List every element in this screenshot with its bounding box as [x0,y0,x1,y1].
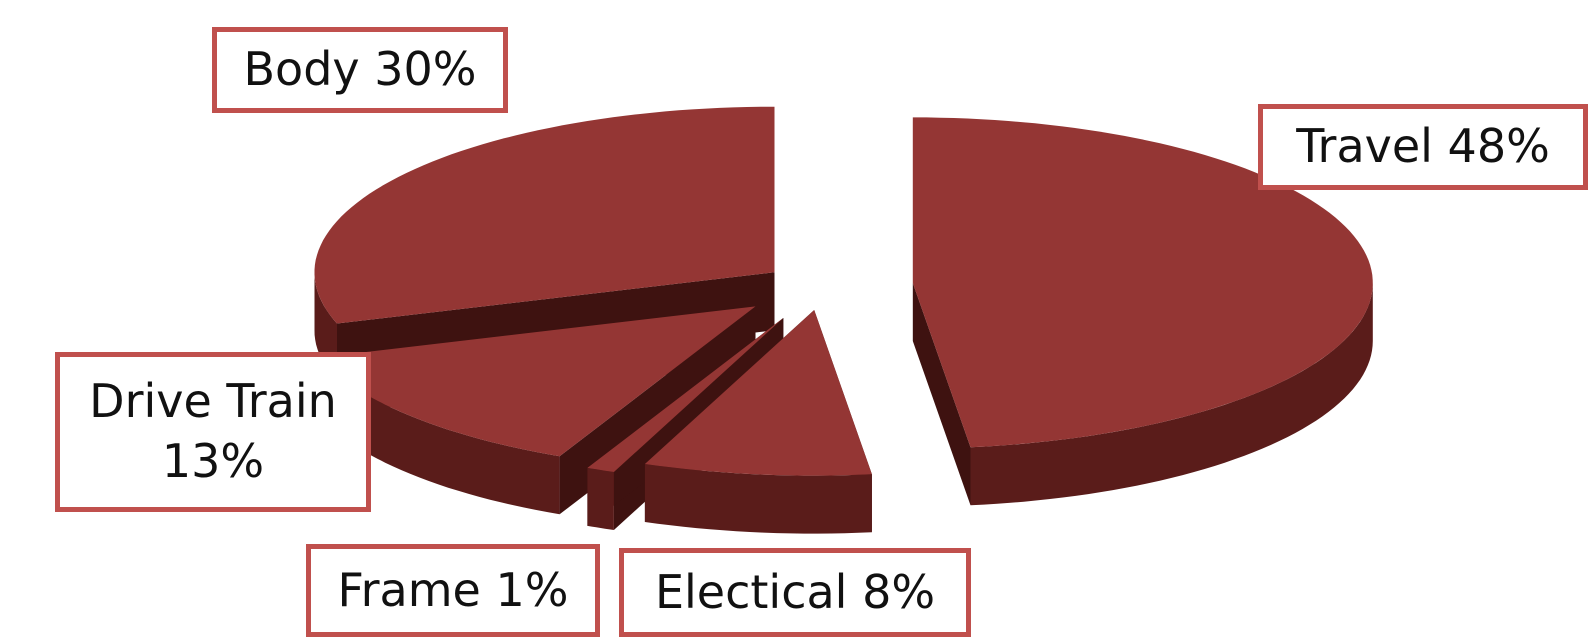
pie-slice-travel [912,117,1373,506]
pie-slice-body-top [314,106,775,324]
slice-label-drive-train-line-2: 13% [161,434,265,488]
slice-label-travel: Travel 48% [1258,104,1588,190]
pie-slice-frame-top [587,318,784,472]
slice-label-drive-train: Drive Train 13% [55,352,371,512]
slice-label-drive-train-line-1: Drive Train [89,374,337,429]
pie-slice-drive-train-side [318,357,560,515]
pie-slice-travel-wall-end [912,283,971,506]
pie-slice-electical [644,310,872,534]
pie-slice-electical-side [644,464,872,534]
slice-label-travel-line-1: Travel 48% [1296,119,1550,174]
pie-slice-frame-wall-end [587,318,784,526]
slice-label-body-line-1: Body 30% [243,42,477,97]
slice-label-body: Body 30% [212,27,508,113]
pie-slice-electical-top [644,310,872,476]
slice-label-frame: Frame 1% [306,544,600,637]
pie-slice-drive-train-top [318,306,756,457]
pie-slice-travel-side [970,283,1373,506]
pie-slice-drive-train [318,306,756,515]
slice-label-frame-line-1: Frame 1% [337,562,569,617]
pie-slice-travel-top [912,117,1373,448]
pie-slice-frame-side [587,467,614,530]
slice-label-electical-line-1: Electical 8% [654,564,936,619]
slice-label-electical: Electical 8% [619,548,971,637]
